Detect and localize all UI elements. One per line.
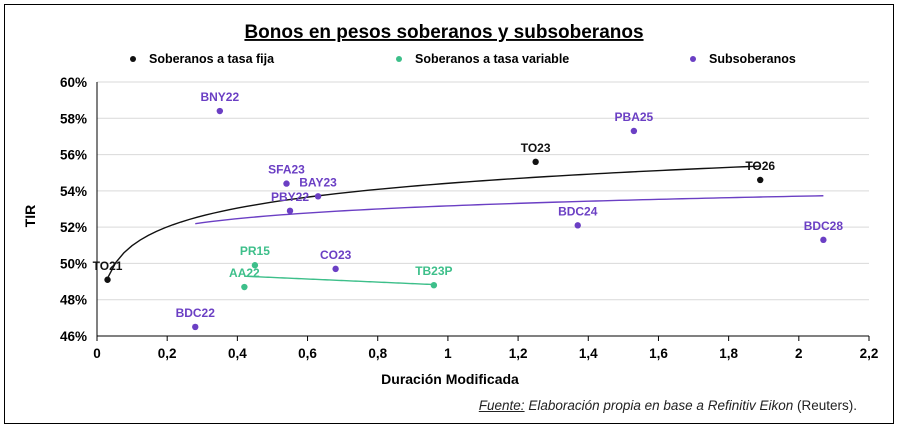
data-point-to23: [532, 158, 539, 166]
point-label-bdc22: BDC22: [176, 306, 216, 320]
trendline-soberanos-a-tasa-fija: [106, 165, 761, 279]
chart-frame: Bonos en pesos soberanos y subsoberanos …: [4, 4, 894, 424]
scatter-chart: Bonos en pesos soberanos y subsoberanos …: [22, 22, 878, 387]
data-point-to26: [757, 176, 764, 184]
x-tick-label: 2,2: [860, 346, 879, 361]
source-body: Elaboración propia en base a Refinitiv E…: [524, 398, 794, 413]
y-tick-label: 48%: [60, 293, 87, 308]
point-label-bdc24: BDC24: [558, 204, 598, 218]
x-tick-label: 0,2: [158, 346, 177, 361]
x-tick-label: 0,4: [228, 346, 247, 361]
data-point-bdc28: [820, 236, 827, 244]
point-label-bny22: BNY22: [200, 90, 239, 104]
x-tick-label: 1,2: [509, 346, 528, 361]
point-label-bay23: BAY23: [299, 175, 337, 189]
point-label-tb23p: TB23P: [415, 264, 452, 278]
x-tick-label: 1,4: [579, 346, 598, 361]
legend-label-soberanos-a-tasa-variable: Soberanos a tasa variable: [415, 52, 569, 66]
x-axis-label: Duración Modificada: [381, 371, 519, 387]
chart-title: Bonos en pesos soberanos y subsoberanos: [244, 22, 643, 43]
data-point-sfa23: [283, 180, 290, 187]
x-tick-label: 0,8: [368, 346, 387, 361]
legend-marker-soberanos-a-tasa-variable: [396, 56, 402, 62]
legend: Soberanos a tasa fija Soberanos a tasa va…: [130, 52, 796, 66]
source-tail: (Reuters).: [793, 398, 857, 413]
point-label-pr15: PR15: [240, 244, 270, 258]
point-label-pba25: PBA25: [615, 110, 654, 124]
legend-label-soberanos-a-tasa-fija: Soberanos a tasa fija: [149, 52, 275, 66]
data-point-aa22: [241, 283, 248, 291]
y-tick-label: 54%: [60, 184, 87, 199]
y-axis-ticks: 46% 48% 50% 52% 54% 56% 58% 60%: [60, 75, 87, 344]
point-labels: TO21 TO23 TO26 PR15 AA22 TB23P BNY22 PBA25 SFA23…: [93, 90, 844, 320]
data-point-co23: [332, 265, 339, 273]
legend-marker-subsoberanos: [690, 56, 696, 62]
y-tick-label: 58%: [60, 111, 87, 126]
x-axis-ticks: 0 0,2 0,4 0,6 0,8 1 1,2 1,4 1,6 1,8 2 2,2: [93, 336, 878, 361]
gridlines: [97, 81, 869, 337]
data-point-pby22: [286, 207, 294, 215]
x-tick-label: 1,8: [719, 346, 738, 361]
trendline-soberanos-a-tasa-variable: [244, 275, 434, 286]
y-tick-label: 52%: [60, 220, 87, 235]
data-point-tb23p: [430, 282, 438, 289]
point-label-to21: TO21: [93, 259, 123, 273]
x-tick-label: 0,6: [298, 346, 317, 361]
x-tick-label: 1: [444, 346, 452, 361]
point-label-sfa23: SFA23: [268, 163, 305, 177]
point-label-co23: CO23: [320, 248, 352, 262]
data-point-pba25: [630, 127, 638, 135]
data-point-bdc22: [192, 323, 199, 331]
point-label-to26: TO26: [745, 159, 775, 173]
trendline-subsoberanos: [195, 195, 824, 225]
y-tick-label: 60%: [60, 75, 87, 90]
source-note: Fuente: Elaboración propia en base a Ref…: [479, 398, 857, 413]
point-label-pby22: PBY22: [271, 190, 309, 204]
axes: [96, 82, 869, 337]
point-label-bdc28: BDC28: [804, 219, 844, 233]
data-point-bdc24: [574, 222, 581, 229]
data-point-bay23: [314, 193, 322, 200]
source-head: Fuente:: [478, 398, 525, 413]
x-tick-label: 0: [93, 346, 101, 361]
data-points: [104, 107, 827, 331]
y-tick-label: 50%: [60, 256, 87, 271]
data-point-to21: [104, 276, 111, 283]
legend-label-subsoberanos: Subsoberanos: [709, 52, 796, 66]
x-tick-label: 2: [795, 346, 803, 361]
point-label-to23: TO23: [521, 141, 551, 155]
y-tick-label: 46%: [60, 329, 87, 344]
data-point-bny22: [216, 107, 224, 115]
y-axis-label: TIR: [22, 205, 38, 228]
y-tick-label: 56%: [60, 148, 87, 163]
x-tick-label: 1,6: [649, 346, 668, 361]
trendlines: [106, 165, 824, 286]
point-label-aa22: AA22: [229, 266, 260, 280]
data-point-pr15: [251, 262, 259, 269]
legend-marker-soberanos-a-tasa-fija: [130, 56, 136, 62]
